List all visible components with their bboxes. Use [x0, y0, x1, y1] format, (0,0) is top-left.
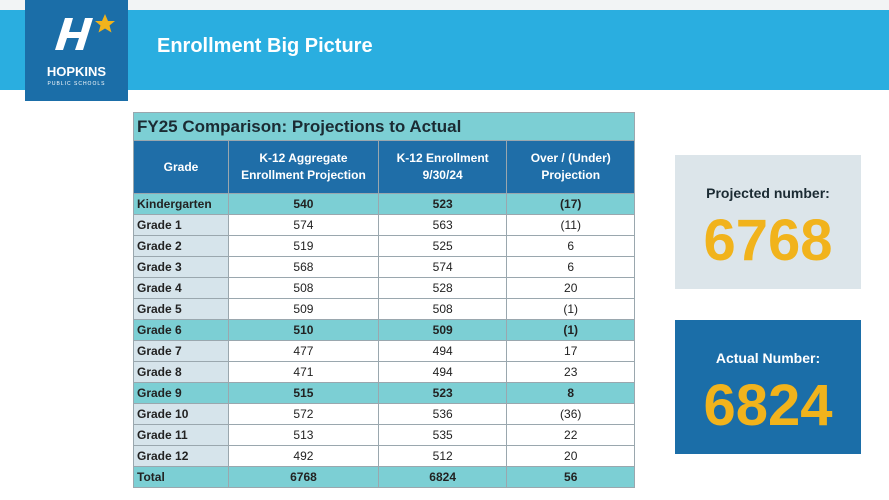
- table-row: Grade 1 574 563 (11): [132, 214, 635, 236]
- cell: 513: [228, 424, 379, 446]
- header-row: Grade K-12 Aggregate Enrollment Projectio…: [132, 140, 635, 194]
- cell: 535: [377, 424, 508, 446]
- cell: 22: [506, 424, 635, 446]
- table-row: Grade 12 492 512 20: [132, 445, 635, 467]
- row-label: Grade 10: [132, 403, 230, 425]
- column-header: K-12 Enrollment 9/30/24: [377, 140, 508, 194]
- row-label: Grade 12: [132, 445, 230, 467]
- cell: 56: [506, 466, 635, 488]
- cell: 528: [377, 277, 508, 299]
- cell: (11): [506, 214, 635, 236]
- row-label: Grade 9: [132, 382, 230, 404]
- column-header: Over / (Under) Projection: [506, 140, 635, 194]
- cell: 20: [506, 277, 635, 299]
- cell: 20: [506, 445, 635, 467]
- actual-value: 6824: [703, 373, 833, 438]
- actual-box: Actual Number: 6824: [675, 320, 861, 454]
- cell: 523: [377, 382, 508, 404]
- cell: 17: [506, 340, 635, 362]
- projected-label: Projected number:: [706, 185, 830, 201]
- table-row: Grade 2 519 525 6: [132, 235, 635, 257]
- row-label: Grade 3: [132, 256, 230, 278]
- cell: 6768: [228, 466, 379, 488]
- cell: 515: [228, 382, 379, 404]
- cell: (36): [506, 403, 635, 425]
- comparison-table: FY25 Comparison: Projections to Actual G…: [132, 112, 635, 488]
- logo-subtitle: PUBLIC SCHOOLS: [47, 81, 106, 87]
- table-row: Total 6768 6824 56: [132, 466, 635, 488]
- cell: 494: [377, 340, 508, 362]
- row-label: Grade 2: [132, 235, 230, 257]
- table-row: Kindergarten 540 523 (17): [132, 193, 635, 215]
- row-label: Grade 8: [132, 361, 230, 383]
- table-row: Grade 10 572 536 (36): [132, 403, 635, 425]
- cell: (1): [506, 319, 635, 341]
- column-header: K-12 Aggregate Enrollment Projection: [228, 140, 379, 194]
- table-row: Grade 3 568 574 6: [132, 256, 635, 278]
- cell: 477: [228, 340, 379, 362]
- table-row: Grade 7 477 494 17: [132, 340, 635, 362]
- cell: 525: [377, 235, 508, 257]
- table-row: Grade 6 510 509 (1): [132, 319, 635, 341]
- row-label: Grade 11: [132, 424, 230, 446]
- cell: 519: [228, 235, 379, 257]
- table-row: Grade 8 471 494 23: [132, 361, 635, 383]
- actual-label: Actual Number:: [715, 350, 821, 366]
- projected-value: 6768: [703, 208, 833, 273]
- cell: 540: [228, 193, 379, 215]
- cell: 471: [228, 361, 379, 383]
- cell: 536: [377, 403, 508, 425]
- top-strip: [0, 0, 889, 10]
- cell: (1): [506, 298, 635, 320]
- table-row: Grade 4 508 528 20: [132, 277, 635, 299]
- row-label: Grade 7: [132, 340, 230, 362]
- cell: 8: [506, 382, 635, 404]
- cell: 508: [377, 298, 508, 320]
- logo: HOPKINS PUBLIC SCHOOLS: [25, 0, 128, 101]
- cell: 23: [506, 361, 635, 383]
- logo-mark: [55, 14, 115, 50]
- column-header: Grade: [132, 140, 230, 194]
- logo-name: HOPKINS: [46, 64, 107, 79]
- cell: 6: [506, 235, 635, 257]
- cell: 509: [228, 298, 379, 320]
- table-row: Grade 5 509 508 (1): [132, 298, 635, 320]
- cell: 574: [228, 214, 379, 236]
- row-label: Grade 4: [132, 277, 230, 299]
- cell: 494: [377, 361, 508, 383]
- row-label: Grade 1: [132, 214, 230, 236]
- cell: 509: [377, 319, 508, 341]
- cell: 6824: [377, 466, 508, 488]
- cell: 523: [377, 193, 508, 215]
- cell: 574: [377, 256, 508, 278]
- row-label: Grade 5: [132, 298, 230, 320]
- row-label: Kindergarten: [132, 193, 230, 215]
- row-label: Total: [132, 466, 230, 488]
- cell: (17): [506, 193, 635, 215]
- table-row: Grade 11 513 535 22: [132, 424, 635, 446]
- row-label: Grade 6: [132, 319, 230, 341]
- cell: 510: [228, 319, 379, 341]
- projected-box: Projected number: 6768: [675, 155, 861, 289]
- cell: 512: [377, 445, 508, 467]
- cell: 508: [228, 277, 379, 299]
- table-row: Grade 9 515 523 8: [132, 382, 635, 404]
- header-band: [0, 10, 889, 90]
- cell: 572: [228, 403, 379, 425]
- cell: 563: [377, 214, 508, 236]
- table-title: FY25 Comparison: Projections to Actual: [133, 112, 635, 141]
- cell: 568: [228, 256, 379, 278]
- cell: 6: [506, 256, 635, 278]
- cell: 492: [228, 445, 379, 467]
- slide-title: Enrollment Big Picture: [157, 35, 373, 57]
